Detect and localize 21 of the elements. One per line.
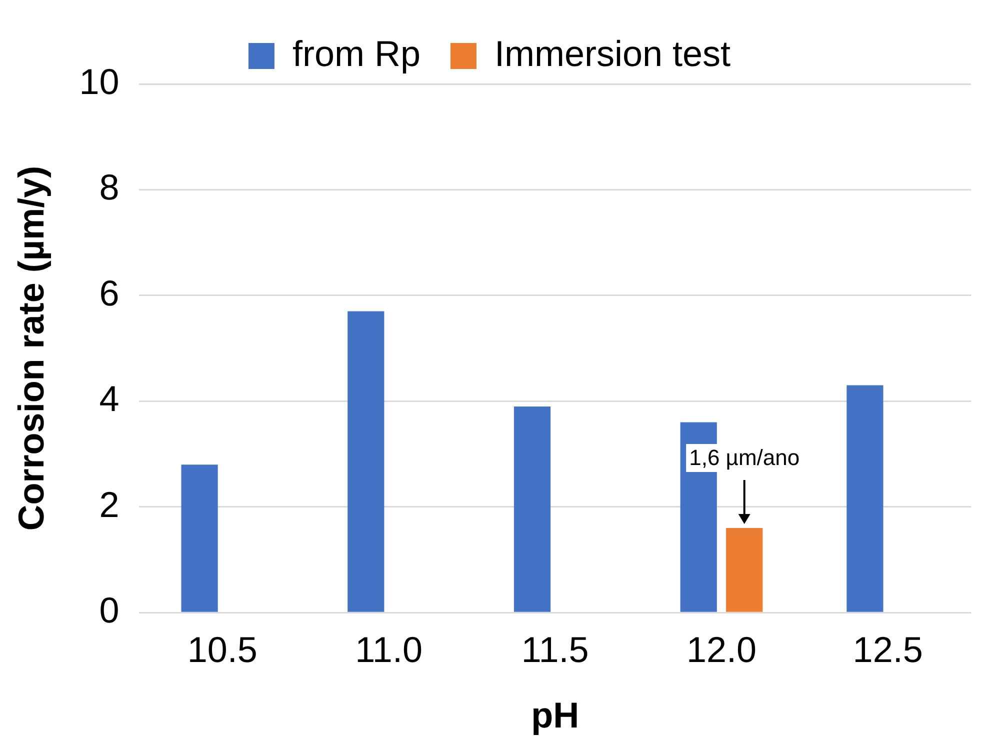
x-tick-label: 11.0 xyxy=(355,629,422,670)
y-tick-label: 0 xyxy=(99,590,120,631)
x-axis-title: pH xyxy=(531,694,580,736)
x-tick-label: 12.5 xyxy=(852,629,923,670)
y-tick-label: 4 xyxy=(99,378,120,420)
annotation: 1,6 µm/ano xyxy=(689,445,800,470)
y-tick-label: 2 xyxy=(99,484,120,525)
y-tick-label: 10 xyxy=(79,60,120,102)
legend-label: from Rp xyxy=(292,32,420,74)
legend-label: Immersion test xyxy=(494,32,731,74)
x-tick-label: 10.5 xyxy=(187,629,258,670)
y-tick-label: 8 xyxy=(99,166,120,208)
bar xyxy=(348,311,384,612)
bar xyxy=(846,385,884,612)
bar xyxy=(181,464,218,612)
x-tick-label: 11.5 xyxy=(521,629,589,670)
bar xyxy=(726,528,763,612)
y-axis-title: Corrosion rate (µm/y) xyxy=(10,166,52,531)
y-tick-label: 6 xyxy=(99,272,120,314)
bar xyxy=(514,406,551,612)
x-tick-label: 12.0 xyxy=(686,629,757,670)
